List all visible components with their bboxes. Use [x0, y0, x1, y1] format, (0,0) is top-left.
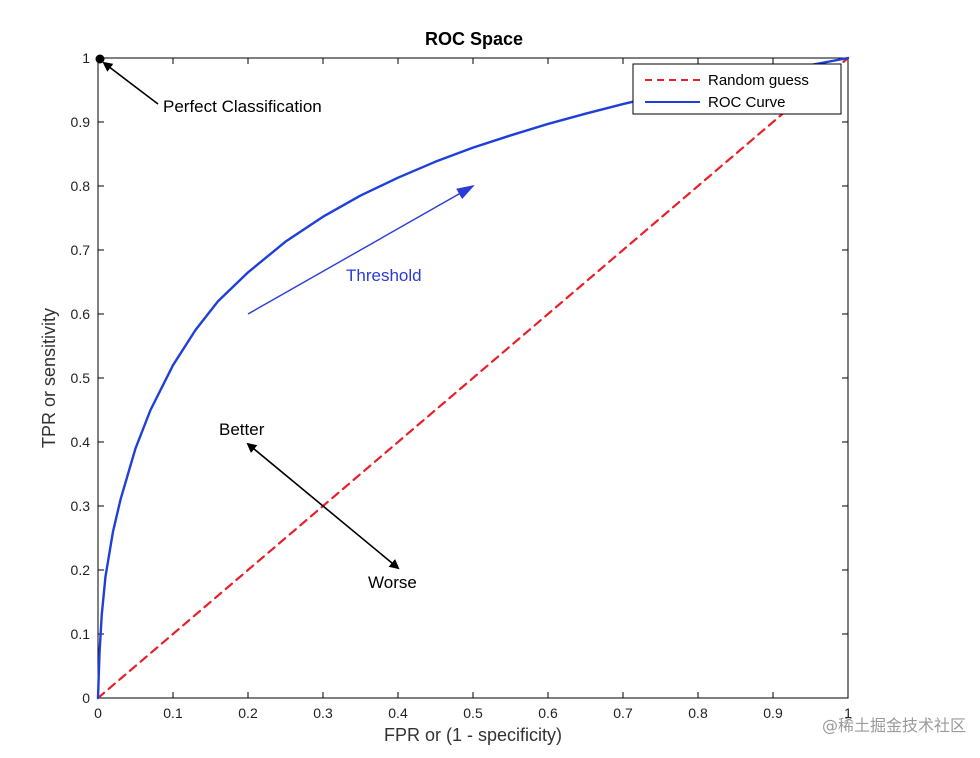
x-tick-label: 0.5: [463, 705, 483, 721]
chart-title: ROC Space: [425, 29, 523, 49]
y-axis-ticks: 0 0.1 0.2 0.3 0.4 0.5 0.6 0.7 0.8 0.9 1: [71, 50, 848, 706]
x-tick-label: 0.4: [388, 705, 408, 721]
y-tick-label: 0.9: [71, 114, 91, 130]
legend-box: [632, 63, 842, 115]
x-axis-ticks: 0 0.1 0.2 0.3 0.4 0.5 0.6 0.7 0.8 0.9 1: [94, 58, 852, 721]
x-tick-label: 0.2: [238, 705, 258, 721]
perfect-classification-arrow: [102, 61, 159, 105]
y-tick-label: 0.6: [71, 306, 91, 322]
y-tick-label: 0.5: [71, 370, 91, 386]
perfect-classification-point: [95, 54, 105, 64]
worse-label: Worse: [368, 573, 417, 592]
y-tick-label: 0.8: [71, 178, 91, 194]
legend-label-random-guess: Random guess: [708, 72, 809, 89]
y-tick-label: 0.4: [71, 434, 91, 450]
perfect-classification-label: Perfect Classification: [163, 97, 322, 116]
x-tick-label: 0.8: [688, 705, 708, 721]
worse-arrow: [322, 505, 400, 570]
watermark: @稀土掘金技术社区: [821, 716, 966, 735]
y-tick-label: 0.1: [71, 626, 91, 642]
y-tick-label: 0.7: [71, 242, 91, 258]
series-random-guess: [96, 56, 850, 700]
x-tick-label: 0.7: [613, 705, 633, 721]
threshold-label: Threshold: [346, 266, 422, 285]
x-tick-label: 0.3: [313, 705, 333, 721]
x-tick-label: 0.6: [538, 705, 558, 721]
y-tick-label: 0.3: [71, 498, 91, 514]
y-tick-label: 1: [82, 50, 90, 66]
better-label: Better: [219, 420, 265, 439]
legend: Random guess ROC Curve: [632, 63, 842, 115]
y-tick-label: 0.2: [71, 562, 91, 578]
legend-label-roc-curve: ROC Curve: [708, 94, 786, 111]
better-arrow: [246, 442, 324, 507]
y-tick-label: 0: [82, 690, 90, 706]
x-tick-label: 0.9: [763, 705, 783, 721]
threshold-arrow: [247, 185, 475, 315]
x-axis-label: FPR or (1 - specificity): [384, 725, 562, 745]
x-tick-label: 1: [844, 705, 852, 721]
x-tick-label: 0: [94, 705, 102, 721]
x-tick-label: 0.1: [163, 705, 183, 721]
y-axis-label: TPR or sensitivity: [39, 308, 59, 448]
